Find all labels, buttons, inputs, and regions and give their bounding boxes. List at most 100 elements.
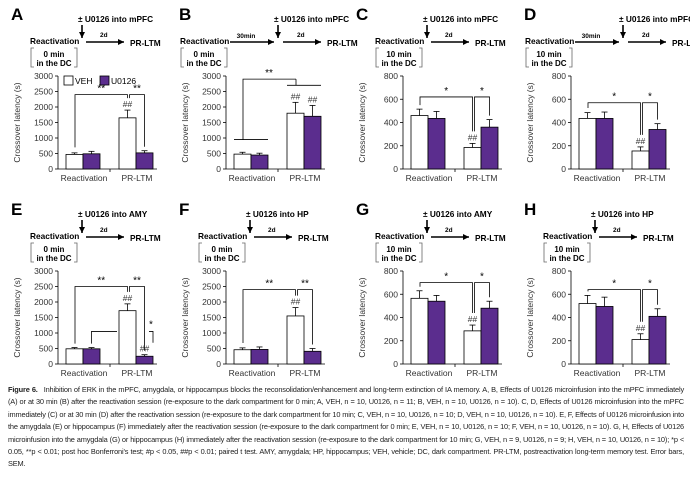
place-label: in the DC [36,59,71,68]
duration-label: 10 min [536,50,561,59]
y-tick-label: 3000 [202,266,221,276]
test-label: PR-LTM [475,233,506,243]
category-label: PR-LTM [466,173,497,183]
delay-arrow-icon-head [613,39,619,45]
significance-bracket [297,289,313,345]
y-tick-label: 400 [384,313,398,323]
interval-label: 2d [100,227,108,234]
y-tick-label: 3000 [34,266,53,276]
injection-label: ± U0126 into mPFC [274,14,349,24]
significance-bracket [587,289,641,322]
y-tick-label: 3000 [34,71,53,81]
significance-bracket [129,94,145,147]
down-arrow-icon-head [620,32,626,38]
category-label: PR-LTM [121,368,152,378]
y-tick-label: 400 [552,313,566,323]
significance-star: * [648,92,652,103]
duration-label: 0 min [212,245,233,254]
y-tick-label: 500 [39,149,53,159]
bracket-box [30,242,78,263]
panel-letter: F [179,200,189,219]
y-tick-label: 200 [384,336,398,346]
test-label: PR-LTM [327,38,358,48]
bar-u0126-reactivation [427,300,446,365]
y-tick-label: 2500 [202,87,221,97]
panel-letter: B [179,5,191,24]
panel-letter: D [524,5,536,24]
place-label: in the DC [549,254,584,263]
test-label: PR-LTM [672,38,690,48]
bar-u0126-pr-ltm [648,315,667,365]
duration-label: 0 min [194,50,215,59]
interval-label: 2d [445,227,453,234]
down-arrow-icon-head [79,32,85,38]
test-label: PR-LTM [643,233,674,243]
category-label: PR-LTM [634,368,665,378]
bar-veh-reactivation [410,297,429,365]
significance-star: * [612,92,616,103]
bar-u0126-reactivation [595,118,614,170]
legend-swatch-u0126 [99,75,110,86]
y-tick-label: 200 [384,141,398,151]
bar-u0126-reactivation [82,153,101,170]
place-label: in the DC [204,254,239,263]
category-label: PR-LTM [289,173,320,183]
bar-veh-reactivation [233,153,252,170]
bar-u0126-pr-ltm [135,152,154,170]
significance-bracket [474,282,490,314]
down-arrow-icon-head [247,227,253,233]
panel-letter: G [356,200,369,219]
duration-label: 10 min [386,50,411,59]
y-tick-label: 1000 [202,328,221,338]
delay-label: 30min [582,33,601,40]
y-tick-label: 500 [39,344,53,354]
bracket-box [198,242,246,263]
figure-caption: Figure 6. Inhibition of ERK in the mPFC, … [8,384,684,471]
y-tick-label: 400 [552,118,566,128]
y-tick-label: 3000 [202,71,221,81]
bar-u0126-reactivation [250,154,269,170]
y-tick-label: 2500 [34,87,53,97]
test-label: PR-LTM [130,38,161,48]
y-tick-label: 1000 [202,133,221,143]
down-arrow-icon-head [275,32,281,38]
category-label: PR-LTM [121,173,152,183]
interval-arrow-icon-head [463,39,469,45]
y-tick-label: 800 [384,266,398,276]
y-axis-label: Crossover latency (s) [12,277,22,357]
y-axis-label: Crossover latency (s) [357,277,367,357]
bracket-box [180,47,228,68]
interval-label: 2d [445,32,453,39]
y-tick-label: 200 [552,336,566,346]
significance-hash: ## [468,314,478,324]
y-tick-label: 400 [384,118,398,128]
bar-veh-reactivation [578,118,597,170]
significance-bracket [74,286,128,344]
y-tick-label: 0 [561,164,566,174]
significance-hash: ## [636,323,646,333]
significance-bracket [242,289,296,343]
significance-bracket [129,286,145,351]
interval-arrow-icon-head [118,234,124,240]
interval-label: 2d [642,32,650,39]
category-label: Reactivation [229,173,276,183]
y-axis-label: Crossover latency (s) [525,277,535,357]
duration-label: 10 min [554,245,579,254]
interval-arrow-icon-head [463,234,469,240]
bar-veh-pr-ltm [118,310,137,365]
y-tick-label: 1500 [34,313,53,323]
significance-bracket [474,96,490,132]
category-label: PR-LTM [466,368,497,378]
bracket-box [30,47,78,68]
bar-veh-reactivation [65,154,84,170]
y-tick-label: 1500 [34,118,53,128]
reactivation-label: Reactivation [180,36,229,46]
injection-label: ± U0126 into AMY [78,209,148,219]
bar-veh-pr-ltm [118,117,137,170]
interval-arrow-icon-head [660,39,666,45]
legend-label-u0126: U0126 [111,76,136,86]
duration-label: 0 min [44,50,65,59]
